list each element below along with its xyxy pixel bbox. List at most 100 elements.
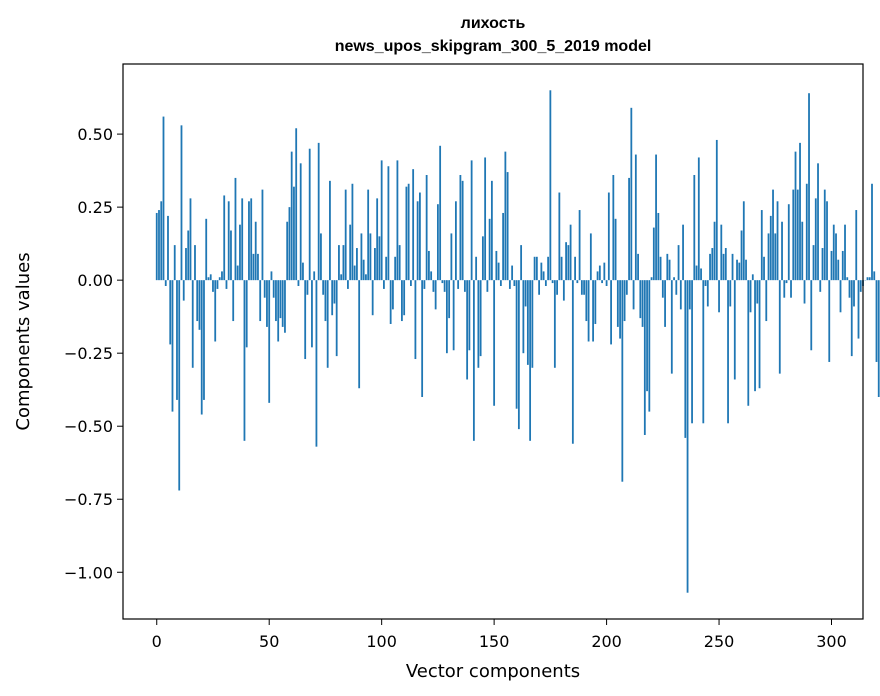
bar-component-191	[585, 280, 588, 322]
bar-component-49	[266, 280, 268, 327]
bar-component-173	[544, 280, 547, 286]
bar-component-270	[763, 256, 765, 281]
bar-component-223	[657, 212, 660, 281]
bar-component-321	[877, 280, 880, 397]
bar-component-151	[495, 250, 498, 281]
bar-component-16	[191, 280, 194, 368]
bar-component-88	[353, 265, 356, 281]
bar-component-209	[625, 280, 628, 295]
bar-component-60	[290, 151, 293, 281]
bar-component-126	[439, 145, 442, 281]
bar-component-25	[212, 280, 214, 292]
bar-component-163	[522, 280, 525, 354]
bar-component-312	[857, 280, 860, 339]
bar-component-308	[848, 280, 851, 298]
bar-component-307	[846, 277, 849, 281]
bar-component-275	[774, 233, 777, 281]
bar-component-36	[236, 265, 239, 281]
bar-component-86	[349, 224, 352, 281]
bar-component-158	[511, 265, 514, 281]
bar-component-122	[430, 271, 433, 281]
bar-component-168	[533, 256, 536, 281]
bar-component-97	[374, 248, 376, 281]
bar-component-15	[189, 198, 192, 281]
bar-component-227	[666, 253, 669, 281]
bar-component-131	[450, 233, 453, 281]
bar-component-145	[481, 236, 484, 281]
bar-component-18	[196, 280, 199, 322]
bar-component-248	[713, 221, 716, 281]
bar-component-142	[475, 256, 478, 281]
bar-component-123	[432, 280, 435, 292]
bar-component-109	[401, 280, 403, 322]
bar-component-29	[221, 271, 223, 281]
bar-component-4	[164, 280, 167, 286]
x-tick-label-250: 250	[704, 632, 735, 651]
bar-component-303	[837, 259, 840, 281]
bar-component-188	[578, 210, 581, 281]
bar-component-66	[304, 280, 307, 360]
bar-component-54	[277, 280, 280, 342]
bar-component-278	[781, 221, 783, 281]
bar-component-211	[630, 107, 633, 281]
bar-component-79	[333, 280, 336, 304]
bar-component-103	[387, 166, 390, 281]
bar-component-262	[745, 259, 747, 281]
bar-component-44	[254, 221, 257, 281]
bar-component-20	[200, 280, 203, 415]
bar-component-306	[844, 224, 846, 281]
bar-component-182	[565, 242, 567, 281]
bar-component-9	[176, 280, 178, 400]
bar-component-294	[817, 163, 819, 281]
bar-component-5	[167, 215, 169, 281]
bar-component-299	[828, 280, 831, 362]
bar-component-258	[736, 259, 738, 281]
bar-component-106	[394, 256, 397, 281]
bar-component-244	[704, 280, 707, 286]
y-axis-ticks: 0.50 0.25 0.00 −0.25 −0.50 −0.75 −1.00	[64, 125, 123, 582]
bar-component-115	[414, 280, 417, 360]
bar-component-252	[722, 253, 725, 281]
bar-component-27	[216, 280, 219, 289]
bar-component-146	[484, 157, 487, 281]
bar-component-52	[272, 280, 275, 298]
bar-component-160	[515, 280, 518, 409]
bar-component-269	[760, 210, 763, 281]
bar-component-195	[594, 280, 597, 324]
bar-component-59	[288, 207, 291, 281]
bar-component-180	[560, 256, 563, 281]
bar-component-192	[587, 280, 590, 342]
bar-component-171	[540, 262, 543, 281]
bar-component-46	[259, 280, 262, 322]
bar-component-193	[589, 233, 592, 281]
bar-component-196	[596, 271, 599, 281]
x-tick-label-150: 150	[479, 632, 510, 651]
bar-component-176	[551, 280, 554, 284]
bar-component-263	[747, 280, 750, 406]
bar-component-87	[351, 183, 354, 281]
bar-component-12	[182, 280, 185, 301]
bar-component-64	[299, 163, 302, 281]
bar-component-184	[569, 224, 572, 281]
bar-component-222	[655, 154, 657, 281]
bar-component-238	[691, 280, 693, 424]
bar-component-165	[526, 280, 529, 365]
bar-component-116	[416, 201, 419, 281]
bar-component-143	[477, 280, 480, 368]
bar-component-19	[198, 280, 201, 330]
bar-component-71	[315, 280, 318, 447]
bar-component-13	[185, 248, 187, 281]
bar-component-197	[598, 265, 601, 281]
bar-component-285	[796, 189, 799, 281]
bar-component-200	[605, 280, 608, 286]
bar-component-189	[580, 280, 583, 295]
bar-component-84	[344, 189, 347, 281]
bar-component-240	[695, 265, 698, 281]
bar-component-24	[209, 274, 212, 281]
bar-component-155	[504, 151, 507, 281]
bar-component-148	[488, 218, 491, 281]
bar-component-0	[155, 212, 158, 281]
bar-component-232	[677, 245, 680, 281]
bar-component-281	[787, 204, 790, 281]
